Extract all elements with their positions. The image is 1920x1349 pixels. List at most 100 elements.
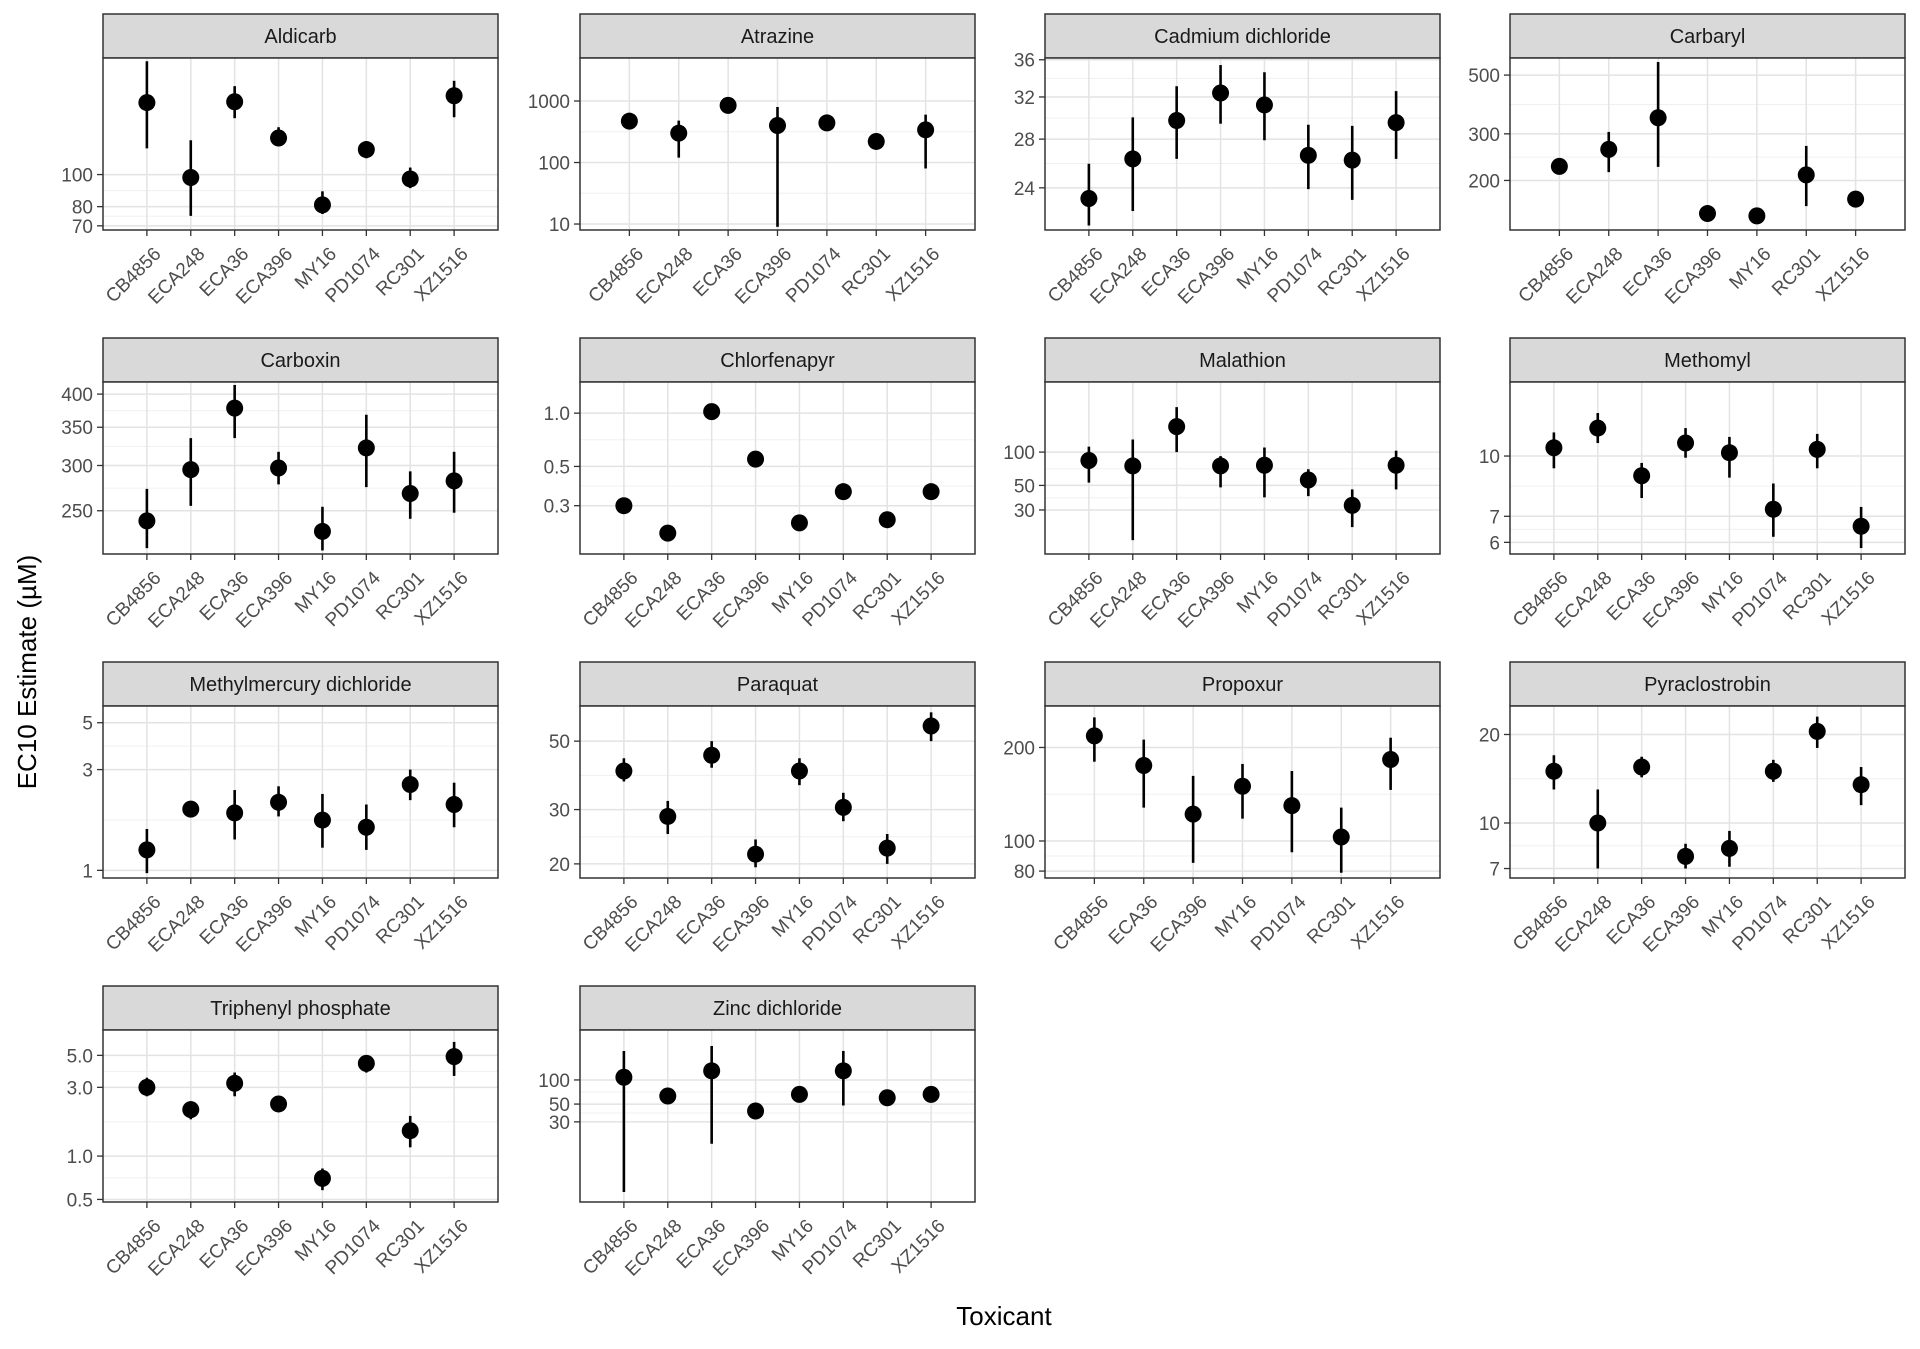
plot-background <box>103 382 498 554</box>
point-eca396 <box>1184 805 1202 823</box>
panel-title: Triphenyl phosphate <box>210 998 391 1020</box>
point-eca36 <box>703 403 721 421</box>
panel-strip <box>1509 661 1906 707</box>
panel-border <box>1044 381 1441 555</box>
panel-border <box>1509 705 1906 879</box>
point-rc301 <box>878 839 896 857</box>
point-my16 <box>790 1085 808 1103</box>
point-my16 <box>1255 96 1273 114</box>
point-eca396 <box>270 793 288 811</box>
point-my16 <box>313 811 331 829</box>
point-eca36 <box>719 96 737 114</box>
point-pd1074 <box>357 141 375 159</box>
point-cb4856 <box>1545 762 1563 780</box>
point-xz1516 <box>922 483 940 501</box>
y-tick-label: 1.0 <box>67 1147 93 1168</box>
panel-strip <box>1044 13 1441 59</box>
point-rc301 <box>1808 722 1826 740</box>
panel-strip <box>1044 337 1441 383</box>
point-eca248 <box>670 124 688 142</box>
y-tick-label: 200 <box>1003 738 1035 759</box>
point-eca36 <box>703 1062 721 1080</box>
point-cb4856 <box>138 512 156 530</box>
point-cb4856 <box>1085 727 1103 745</box>
x-axis-title: Toxicant <box>956 1301 1052 1331</box>
panel-border <box>579 1029 976 1203</box>
point-cb4856 <box>615 762 633 780</box>
panel-border <box>102 57 499 231</box>
point-cb4856 <box>1550 157 1568 175</box>
y-tick-label: 32 <box>1014 88 1035 109</box>
point-my16 <box>313 1169 331 1187</box>
y-tick-label: 10 <box>549 215 570 236</box>
x-tick-label: XZ1516 <box>882 244 944 306</box>
plot-background <box>1510 706 1905 878</box>
panel-title: Methylmercury dichloride <box>189 674 411 696</box>
point-xz1516 <box>1852 517 1870 535</box>
point-eca396 <box>1677 434 1695 452</box>
y-tick-label: 30 <box>549 801 570 822</box>
x-tick-label: XZ1516 <box>1812 244 1874 306</box>
y-tick-label: 20 <box>1479 725 1500 746</box>
panel-strip <box>579 13 976 59</box>
y-tick-label: 100 <box>538 154 570 175</box>
y-tick-label: 50 <box>549 1095 570 1116</box>
point-eca248 <box>1589 814 1607 832</box>
panel-title: Chlorfenapyr <box>720 350 835 372</box>
point-xz1516 <box>1387 114 1405 132</box>
point-my16 <box>790 762 808 780</box>
panel-strip <box>579 985 976 1031</box>
y-tick-label: 20 <box>549 855 570 876</box>
y-tick-label: 50 <box>549 732 570 753</box>
panel-border <box>579 381 976 555</box>
point-eca248 <box>1124 150 1142 168</box>
y-tick-label: 1 <box>82 861 93 882</box>
plot-background <box>1045 58 1440 230</box>
y-tick-label: 0.5 <box>67 1190 93 1211</box>
plot-background <box>580 382 975 554</box>
panel-pyraclostrobin: Pyraclostrobin71020CB4856ECA248ECA36ECA3… <box>1479 661 1906 957</box>
y-tick-label: 5 <box>82 714 93 735</box>
point-cb4856 <box>1080 190 1098 208</box>
point-xz1516 <box>1852 776 1870 794</box>
point-cb4856 <box>138 841 156 859</box>
y-tick-label: 100 <box>538 1071 570 1092</box>
panel-strip <box>102 661 499 707</box>
point-eca36 <box>703 746 721 764</box>
y-tick-label: 30 <box>1014 501 1035 522</box>
panel-strip <box>1044 661 1441 707</box>
x-tick-label: XZ1516 <box>1347 892 1409 954</box>
x-tick-label: PD1074 <box>782 243 846 307</box>
y-tick-label: 3.0 <box>67 1078 93 1099</box>
x-tick-label: PD1074 <box>1247 891 1311 955</box>
point-rc301 <box>401 484 419 502</box>
y-tick-label: 250 <box>61 502 93 523</box>
point-pd1074 <box>1299 146 1317 164</box>
point-pd1074 <box>1283 797 1301 815</box>
plot-background <box>103 706 498 878</box>
point-eca248 <box>659 1087 677 1105</box>
y-tick-label: 300 <box>1468 125 1500 146</box>
point-eca396 <box>769 116 786 134</box>
point-pd1074 <box>357 818 375 836</box>
point-xz1516 <box>922 717 940 735</box>
point-pd1074 <box>1299 471 1317 489</box>
point-rc301 <box>401 1122 419 1140</box>
panel-zinc-dichloride: Zinc dichloride3050100CB4856ECA248ECA36E… <box>538 985 976 1281</box>
point-eca396 <box>747 1102 765 1120</box>
point-rc301 <box>1343 151 1361 169</box>
point-eca248 <box>182 1101 200 1119</box>
point-my16 <box>790 514 808 532</box>
plot-background <box>103 1030 498 1202</box>
point-rc301 <box>401 775 419 793</box>
y-tick-label: 24 <box>1014 179 1036 200</box>
point-pd1074 <box>1764 762 1782 780</box>
point-xz1516 <box>1382 750 1400 768</box>
panel-strip <box>102 337 499 383</box>
y-tick-label: 6 <box>1489 533 1500 554</box>
point-eca36 <box>226 93 244 111</box>
point-eca36 <box>1168 112 1186 130</box>
point-eca248 <box>182 168 200 186</box>
